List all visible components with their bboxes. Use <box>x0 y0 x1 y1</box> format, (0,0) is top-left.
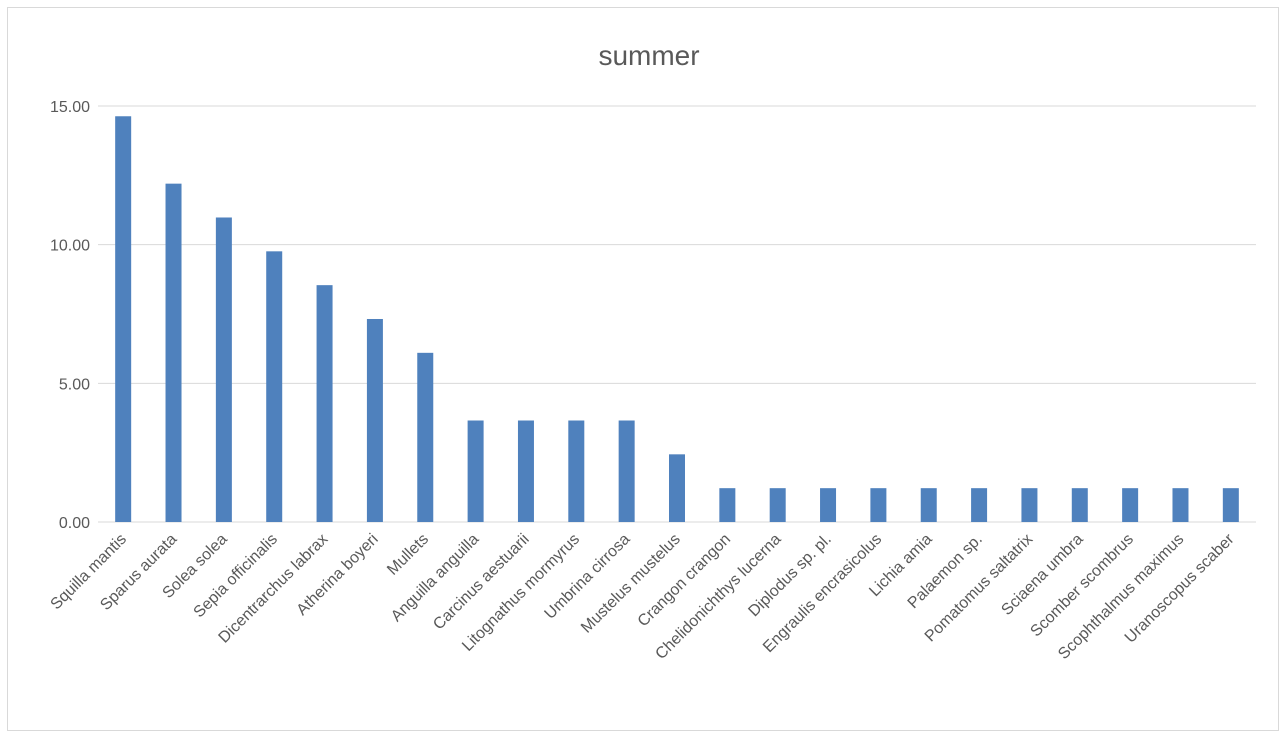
bar <box>1021 488 1038 522</box>
bar <box>366 318 383 522</box>
bar <box>920 488 937 522</box>
x-tick-label: Umbrina cirrosa <box>542 531 634 623</box>
bar <box>417 352 434 522</box>
bar-chart: summer 0.00 5.00 10.00 15.00 Squilla mantis… <box>48 40 1256 663</box>
x-tick-label: Crangon crangon <box>635 531 734 630</box>
chart-frame: summer 0.00 5.00 10.00 15.00 Squilla mantis… <box>7 7 1279 731</box>
y-axis-ticks: 0.00 5.00 10.00 15.00 <box>50 99 90 532</box>
x-tick-label: Mullets <box>384 531 432 579</box>
bar <box>165 183 182 523</box>
bar <box>669 454 685 522</box>
bar <box>266 251 283 522</box>
y-tick-label: 15.00 <box>50 99 90 116</box>
bar <box>870 488 887 522</box>
bars <box>115 116 1239 523</box>
bar <box>618 420 635 522</box>
bar <box>568 420 585 522</box>
bar <box>971 488 988 522</box>
x-tick-label: Carcinus aestuarii <box>430 531 533 634</box>
bar <box>467 420 484 522</box>
bar <box>215 217 232 522</box>
bar <box>1172 488 1189 522</box>
y-tick-label: 10.00 <box>50 238 90 255</box>
bar <box>1222 488 1239 522</box>
bar <box>1071 488 1088 522</box>
bar <box>820 488 837 522</box>
bar <box>316 285 333 522</box>
bar <box>1122 488 1139 522</box>
bar <box>719 488 736 522</box>
bar <box>517 420 534 522</box>
y-tick-label: 5.00 <box>59 376 90 393</box>
chart-title: summer <box>598 40 699 71</box>
x-tick-label: Anguilla anguilla <box>388 531 482 625</box>
bar <box>769 488 786 522</box>
y-tick-label: 0.00 <box>59 515 90 532</box>
bar <box>115 116 132 523</box>
